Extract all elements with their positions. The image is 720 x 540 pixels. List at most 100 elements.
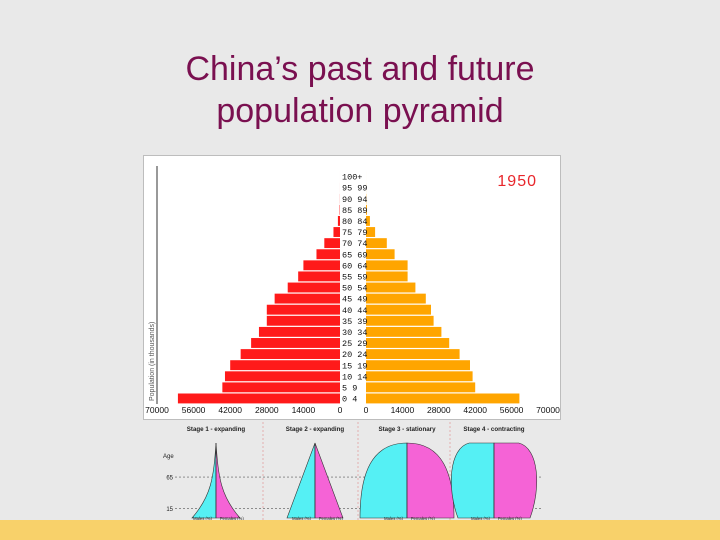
- stage-x-label-female: Females (%): [411, 516, 435, 520]
- bar-left-65-69: [316, 249, 340, 260]
- age-label: 35 39: [342, 317, 368, 327]
- bar-right-45-49: [366, 293, 426, 304]
- x-tick-left: 28000: [255, 405, 279, 415]
- x-tick-right: 28000: [427, 405, 451, 415]
- bar-right-65-69: [366, 249, 395, 260]
- age-label: 15 19: [342, 361, 368, 371]
- x-tick-left: 70000: [145, 405, 169, 415]
- bar-left-60-64: [303, 260, 340, 271]
- x-tick-right: 14000: [391, 405, 415, 415]
- x-tick-right: 0: [364, 405, 369, 415]
- bar-right-40-44: [366, 304, 431, 315]
- stage-x-label-female: Females (%): [220, 516, 244, 520]
- bar-right-50-54: [366, 282, 416, 293]
- age-label: 45 49: [342, 295, 368, 305]
- bar-left-40-44: [266, 304, 340, 315]
- population-pyramid-chart: 0 4 5 9 10 14 15 19 20 24 25 29 30 34 35 39 40 4…: [143, 155, 561, 420]
- bar-left-35-39: [266, 315, 340, 326]
- age-label: 60 64: [342, 261, 368, 271]
- stage-x-label-male: Males (%): [384, 516, 403, 520]
- x-tick-right: 42000: [463, 405, 487, 415]
- bar-right-20-24: [366, 349, 460, 360]
- bar-left-10-14: [224, 371, 340, 382]
- stage-title: Stage 4 - contracting: [463, 426, 524, 433]
- stage-shape-right: [406, 442, 455, 519]
- age-label: 25 29: [342, 339, 368, 349]
- slide-title: China’s past and future population pyram…: [0, 48, 720, 132]
- age-label: 10 14: [342, 372, 368, 382]
- bar-left-55-59: [298, 271, 340, 282]
- demographic-stages-chart: 65 15 Age Stage 1 - expanding Males (%) Femal…: [163, 422, 541, 520]
- bottom-accent-bar: [0, 520, 720, 540]
- bar-left-70-74: [324, 238, 340, 249]
- bar-right-5-9: [366, 382, 476, 393]
- age-label: 30 34: [342, 328, 368, 338]
- bar-right-10-14: [366, 371, 473, 382]
- bar-left-30-34: [258, 326, 340, 337]
- age-tick-label: 65: [166, 476, 173, 482]
- age-label: 65 69: [342, 250, 368, 260]
- bar-right-35-39: [366, 315, 434, 326]
- bar-right-55-59: [366, 271, 408, 282]
- stage-shape-left: [191, 442, 217, 519]
- bar-left-75-79: [333, 227, 340, 237]
- bar-left-25-29: [251, 338, 340, 348]
- bar-right-60-64: [366, 260, 408, 271]
- stage-shape-right: [314, 442, 344, 519]
- stage-shape-left: [286, 442, 316, 519]
- stage-shape-right: [215, 442, 241, 519]
- age-axis-label: Age: [163, 454, 174, 460]
- stage-shape-right: [493, 442, 538, 519]
- stage-x-label-female: Females (%): [319, 516, 343, 520]
- age-label: 85 89: [342, 206, 368, 216]
- age-label: 80 84: [342, 217, 368, 227]
- bar-right-15-19: [366, 360, 470, 371]
- bar-right-70-74: [366, 238, 387, 249]
- age-label: 95 99: [342, 184, 368, 194]
- bar-left-0-4: [177, 393, 340, 404]
- bar-right-85-89: [366, 204, 367, 215]
- x-tick-right: 70000: [536, 405, 560, 415]
- stage-x-label-female: Females (%): [498, 516, 522, 520]
- year-label: 1950: [497, 173, 537, 190]
- bar-left-50-54: [287, 282, 340, 293]
- y-axis-label: Population (in thousands): [149, 322, 156, 401]
- age-label: 90 94: [342, 195, 368, 205]
- bar-right-0-4: [366, 393, 520, 404]
- bar-left-15-19: [230, 360, 340, 371]
- x-tick-left: 14000: [292, 405, 316, 415]
- bar-left-45-49: [274, 293, 340, 304]
- bar-right-75-79: [366, 227, 376, 237]
- age-label: 20 24: [342, 350, 368, 360]
- stage-shape-left: [359, 442, 408, 519]
- age-label: 75 79: [342, 228, 368, 238]
- slide-title-line-1: China’s past and future: [185, 50, 535, 88]
- bar-right-30-34: [366, 326, 442, 337]
- age-label: 70 74: [342, 239, 368, 249]
- bar-right-25-29: [366, 338, 450, 348]
- age-label: 40 44: [342, 306, 368, 316]
- age-tick-label: 15: [166, 507, 173, 513]
- stage-title: Stage 2 - expanding: [286, 426, 345, 433]
- bar-left-20-24: [240, 349, 340, 360]
- x-tick-right: 56000: [500, 405, 524, 415]
- x-tick-left: 56000: [182, 405, 206, 415]
- stage-shape-left: [450, 442, 495, 519]
- bar-right-80-84: [366, 215, 370, 226]
- stage-title: Stage 3 - stationary: [378, 426, 436, 433]
- stage-title: Stage 1 - expanding: [187, 426, 246, 433]
- age-label: 50 54: [342, 284, 368, 294]
- stage-x-label-male: Males (%): [292, 516, 311, 520]
- x-tick-left: 42000: [218, 405, 242, 415]
- stage-x-label-male: Males (%): [471, 516, 490, 520]
- slide-title-line-2: population pyramid: [216, 92, 504, 130]
- bar-left-80-84: [337, 215, 340, 226]
- bar-left-5-9: [222, 382, 340, 393]
- age-label: 55 59: [342, 273, 368, 283]
- age-label: 5 9: [342, 383, 357, 393]
- x-tick-left: 0: [338, 405, 343, 415]
- stage-x-label-male: Males (%): [193, 516, 212, 520]
- age-label: 0 4: [342, 395, 357, 405]
- age-label: 100+: [342, 173, 362, 183]
